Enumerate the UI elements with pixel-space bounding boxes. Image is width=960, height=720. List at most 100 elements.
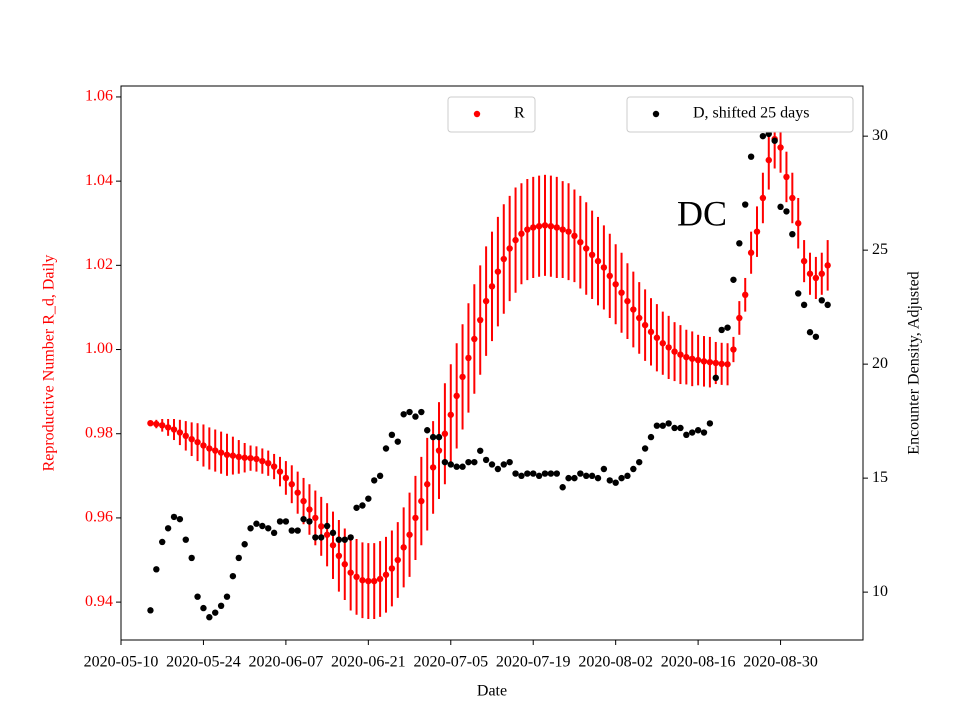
- point: [524, 226, 531, 233]
- point: [577, 238, 584, 246]
- point: [806, 329, 814, 336]
- point: [747, 249, 755, 256]
- point: [535, 472, 543, 480]
- point: [600, 264, 608, 271]
- point: [265, 525, 272, 532]
- point: [270, 529, 278, 537]
- point: [583, 472, 590, 480]
- point: [471, 458, 478, 466]
- point: [335, 552, 343, 560]
- point: [818, 270, 825, 277]
- point: [447, 461, 454, 468]
- point: [718, 360, 725, 368]
- point: [465, 354, 472, 362]
- point: [677, 424, 684, 432]
- point: [547, 222, 555, 230]
- point: [659, 422, 666, 429]
- point: [235, 554, 242, 562]
- y2-axis-label: Encounter Density, Adjusted: [906, 271, 923, 454]
- point: [459, 373, 466, 381]
- point: [777, 203, 784, 211]
- point: [459, 463, 466, 470]
- point: [412, 514, 419, 522]
- point: [394, 438, 401, 445]
- point: [577, 470, 584, 477]
- x-axis-label: Date: [477, 683, 507, 700]
- point: [159, 422, 166, 429]
- point: [547, 470, 555, 477]
- point: [424, 481, 431, 488]
- point: [671, 348, 678, 355]
- point: [512, 470, 519, 477]
- point: [824, 262, 831, 269]
- point: [347, 534, 354, 541]
- point: [618, 289, 625, 296]
- point: [694, 356, 702, 364]
- point: [606, 272, 613, 280]
- point: [153, 566, 160, 573]
- point: [700, 429, 708, 436]
- point: [689, 355, 696, 362]
- x-tick-label: 2020-06-21: [331, 654, 406, 671]
- point: [412, 413, 419, 420]
- point: [477, 316, 484, 324]
- point: [818, 297, 825, 304]
- point: [759, 132, 767, 140]
- x-tick-label: 2020-07-05: [413, 654, 488, 671]
- x-tick-label: 2020-05-10: [84, 654, 159, 671]
- point: [400, 411, 407, 418]
- point: [429, 433, 437, 441]
- point: [724, 324, 731, 331]
- point: [712, 359, 719, 367]
- point: [753, 228, 761, 235]
- point: [606, 477, 613, 484]
- point: [795, 290, 802, 297]
- point: [641, 321, 649, 329]
- point: [318, 523, 325, 530]
- point: [241, 541, 248, 548]
- point: [323, 531, 331, 538]
- point: [323, 522, 331, 530]
- point: [494, 465, 502, 473]
- point: [700, 358, 708, 365]
- point: [730, 346, 737, 353]
- y-tick-label: 0.98: [85, 424, 113, 441]
- point: [471, 335, 478, 343]
- point: [306, 518, 313, 525]
- point: [329, 542, 337, 549]
- plot-frame: [120, 85, 864, 641]
- point: [742, 201, 749, 208]
- point: [795, 220, 802, 227]
- point: [553, 224, 560, 231]
- point: [212, 447, 219, 454]
- point: [783, 173, 790, 181]
- point: [300, 515, 307, 523]
- point: [206, 445, 213, 452]
- point: [565, 474, 572, 482]
- point: [406, 408, 413, 416]
- point: [365, 495, 372, 502]
- point: [182, 432, 189, 440]
- y2-tick-label: 25: [872, 241, 888, 258]
- point: [341, 561, 348, 568]
- x-tick-label: 2020-08-16: [661, 654, 736, 671]
- point: [394, 556, 401, 564]
- point: [200, 604, 207, 612]
- point: [212, 609, 219, 616]
- point: [182, 536, 189, 543]
- point: [347, 569, 354, 576]
- point: [365, 577, 372, 585]
- point: [641, 445, 649, 452]
- point: [482, 456, 490, 464]
- point: [259, 522, 266, 530]
- legend-box: [626, 96, 854, 133]
- point: [253, 520, 260, 527]
- point: [294, 527, 301, 534]
- point: [453, 463, 460, 470]
- point: [235, 453, 242, 461]
- point: [153, 420, 160, 428]
- point: [400, 544, 407, 551]
- point: [376, 575, 384, 583]
- point: [559, 226, 566, 233]
